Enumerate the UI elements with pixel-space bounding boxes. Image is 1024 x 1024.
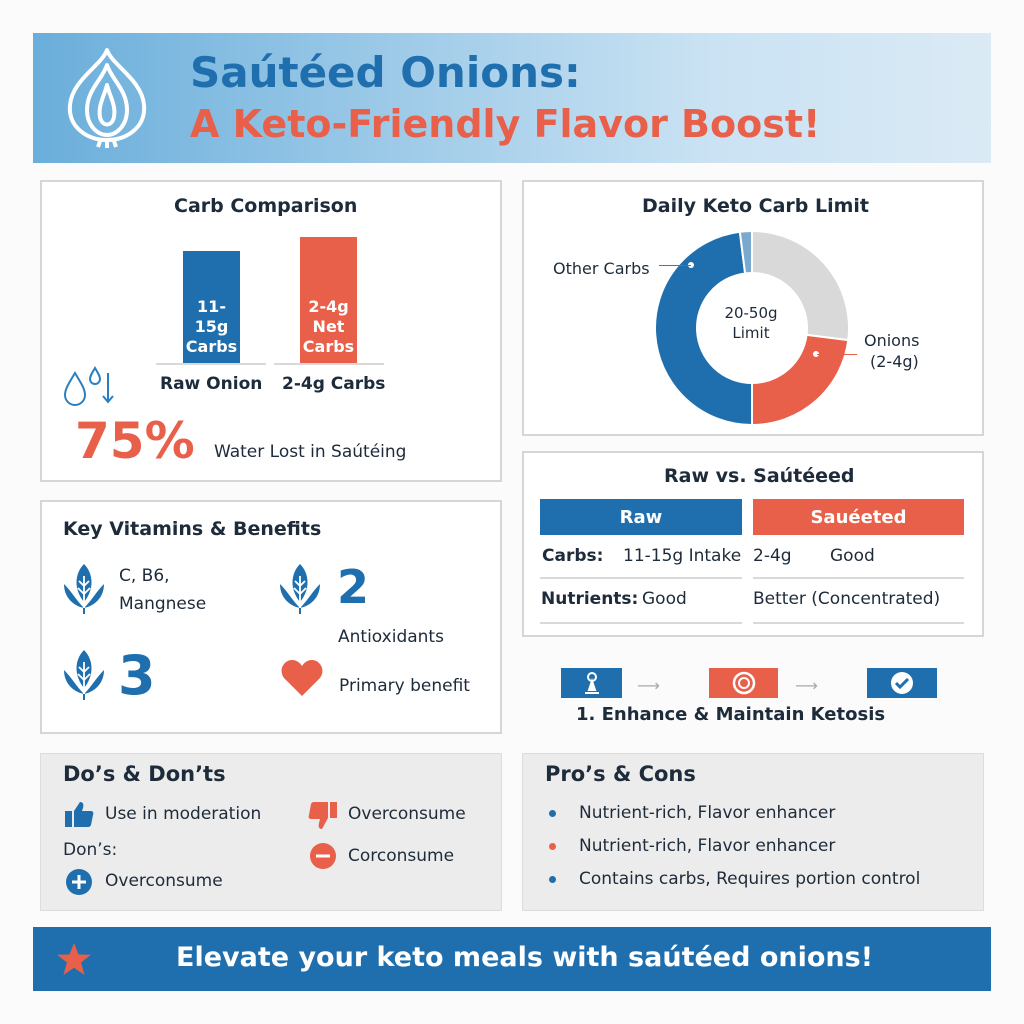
donut-center-value: 20-50g [724, 304, 778, 322]
label-onions-amount: (2-4g) [870, 352, 919, 371]
label-onions: Onions [864, 331, 920, 350]
bar-label: 2-4g Net Carbs [302, 297, 355, 356]
donts-label: Don’s: [63, 840, 118, 860]
target-icon [732, 671, 755, 695]
do-item: Use in moderation [105, 804, 262, 824]
dos-donts-panel [40, 753, 502, 911]
bar-raw-onion: 11-15g Carbs [183, 251, 240, 363]
category-label: Raw Onion [160, 374, 263, 394]
donut-segment-sliver [738, 229, 753, 275]
bullet-icon [549, 843, 556, 850]
thumbs-up-icon [65, 802, 94, 827]
dos-donts-title: Do’s & Don’ts [63, 762, 226, 786]
row-divider [753, 577, 964, 579]
bullet-icon [549, 876, 556, 883]
column-header-sauteed: Sauéeted [753, 499, 964, 535]
carb-comparison-title: Carb Comparison [174, 195, 358, 217]
antioxidants-label: Antioxidants [338, 627, 444, 647]
leader-line [659, 265, 691, 266]
pros-cons-item: Contains carbs, Requires portion control [579, 869, 921, 889]
pros-cons-panel [522, 753, 984, 911]
plus-circle-icon [66, 869, 92, 895]
sauteed-carbs-value: 2-4g [753, 546, 792, 566]
onion-icon [67, 48, 147, 148]
donut-segment-grey [751, 229, 850, 342]
row-label-nutrients: Nutrients: [541, 589, 639, 609]
primary-benefit-label: Primary benefit [339, 676, 470, 696]
donut-center-label: Limit [732, 324, 770, 342]
row-divider [540, 622, 742, 624]
bar-sauteed: 2-4g Net Carbs [300, 237, 357, 363]
baseline [274, 363, 384, 365]
donut-segment-other [654, 230, 753, 427]
check-circle-icon [891, 672, 913, 694]
raw-vs-sauteed-title: Raw vs. Saútéeed [664, 465, 855, 487]
water-drops-down-icon [63, 366, 114, 406]
antioxidant-count: 2 [337, 560, 370, 614]
bar-label: 11-15g Carbs [185, 297, 238, 356]
leader-line [817, 354, 857, 355]
sauteed-nutrients-value: Better (Concentrated) [753, 589, 941, 609]
vitamins-title: Key Vitamins & Benefits [63, 518, 322, 540]
row-divider [540, 577, 742, 579]
label-other-carbs: Other Carbs [553, 259, 650, 278]
raw-carbs-value: 11-15g Intake [623, 546, 742, 566]
thumbs-down-icon [308, 802, 337, 829]
raw-nutrients-value: Good [642, 589, 687, 609]
arrow-icon: ⟶ [637, 676, 660, 695]
steps-caption: 1. Enhance & Maintain Ketosis [576, 704, 886, 725]
leaf-icon [63, 563, 105, 615]
person-pin-icon [584, 672, 599, 694]
vitamin-list-line1: C, B6, [119, 566, 170, 586]
footer-text: Elevate your keto meals with saútéed oni… [176, 942, 874, 973]
arrow-icon: ⟶ [795, 676, 818, 695]
donut-segment-onions [751, 333, 850, 427]
bullet-icon [549, 810, 556, 817]
raw-vs-sauteed-panel [522, 451, 984, 637]
leaf-icon [279, 563, 321, 615]
dont-item: Corconsume [348, 846, 455, 866]
step-2 [709, 668, 778, 698]
title-line-2: A Keto-Friendly Flavor Boost! [190, 102, 821, 146]
vitamin-list-line2: Mangnese [119, 594, 207, 614]
row-divider [753, 622, 964, 624]
pros-cons-title: Pro’s & Cons [545, 762, 696, 786]
baseline [156, 363, 266, 365]
carb-donut-chart [654, 229, 850, 427]
carb-comparison-panel [40, 180, 502, 482]
leader-dot [813, 351, 819, 357]
water-lost-stat: 75% [75, 412, 195, 470]
leader-dot [688, 262, 694, 268]
star-icon [57, 943, 91, 975]
vitamins-panel [40, 500, 502, 734]
do-item: Overconsume [105, 871, 223, 891]
minus-circle-icon [310, 843, 336, 869]
footer-banner [33, 927, 991, 991]
category-label: 2-4g Carbs [282, 374, 386, 394]
heart-icon [281, 660, 323, 696]
column-header-raw: Raw [540, 499, 742, 535]
title-line-1: Saútéed Onions: [190, 48, 581, 97]
benefit-count: 3 [118, 644, 156, 707]
dont-item: Overconsume [348, 804, 466, 824]
sauteed-carbs-rating: Good [830, 546, 875, 566]
pros-cons-item: Nutrient-rich, Flavor enhancer [579, 803, 836, 823]
step-3 [867, 668, 937, 698]
header-banner [33, 33, 991, 163]
leaf-icon [63, 649, 105, 701]
step-1 [561, 668, 622, 698]
daily-limit-title: Daily Keto Carb Limit [642, 195, 870, 217]
row-label-carbs: Carbs: [542, 546, 604, 566]
pros-cons-item: Nutrient-rich, Flavor enhancer [579, 836, 836, 856]
water-lost-label: Water Lost in Saútéing [214, 442, 407, 462]
